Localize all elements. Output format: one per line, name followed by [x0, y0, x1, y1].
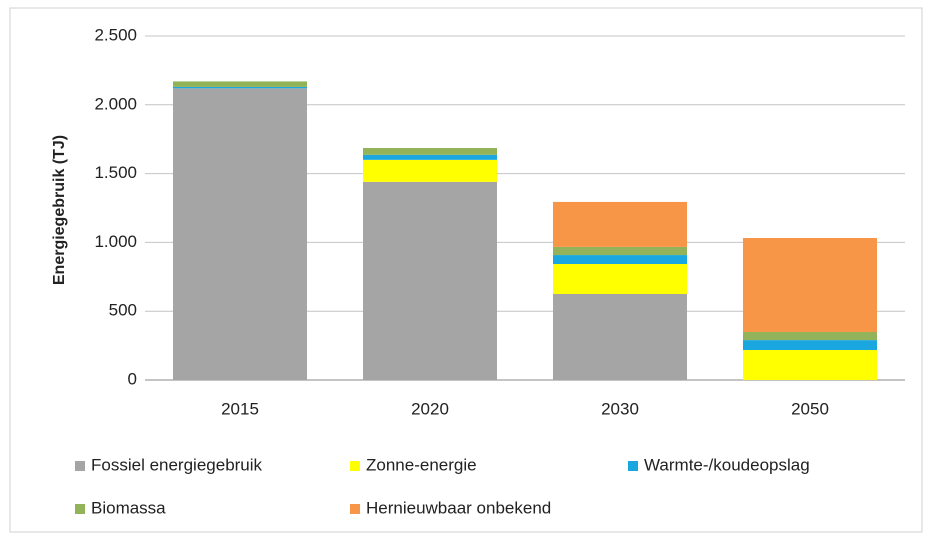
legend-swatch	[75, 504, 85, 514]
legend-swatch	[350, 504, 360, 514]
x-tick-label: 2030	[601, 399, 639, 418]
y-tick-label: 1.000	[94, 232, 137, 251]
x-tick-label: 2050	[791, 399, 829, 418]
legend-label: Biomassa	[91, 498, 166, 517]
bar-segment	[173, 81, 307, 87]
x-tick-label: 2020	[411, 399, 449, 418]
legend-label: Zonne-energie	[366, 455, 477, 474]
y-tick-label: 1.500	[94, 163, 137, 182]
bar-segment	[553, 264, 687, 294]
y-tick-label: 0	[128, 369, 137, 388]
bar-segment	[743, 237, 877, 332]
bar-segment	[363, 154, 497, 160]
legend-label: Hernieuwbaar onbekend	[366, 498, 551, 517]
y-tick-label: 500	[109, 301, 137, 320]
bar-segment	[743, 350, 877, 380]
bar-segment	[553, 255, 687, 265]
bar-segment	[553, 246, 687, 256]
bar-segment	[553, 201, 687, 247]
bar-segment	[363, 159, 497, 182]
x-tick-label: 2015	[221, 399, 259, 418]
bar-segment	[363, 148, 497, 155]
bar-segment	[743, 340, 877, 351]
legend-swatch	[350, 461, 360, 471]
legend-swatch	[628, 461, 638, 471]
bar-segment	[743, 331, 877, 341]
legend-label: Warmte-/koudeopslag	[644, 455, 810, 474]
bar-segment	[363, 181, 497, 380]
legend-swatch	[75, 461, 85, 471]
bar-segment	[173, 86, 307, 89]
y-tick-label: 2.000	[94, 94, 137, 113]
bar-segment	[173, 88, 307, 381]
bar-segment	[553, 294, 687, 380]
legend-label: Fossiel energiegebruik	[91, 455, 263, 474]
y-axis-title: Energiegebruik (TJ)	[51, 135, 68, 285]
y-tick-label: 2.500	[94, 25, 137, 44]
